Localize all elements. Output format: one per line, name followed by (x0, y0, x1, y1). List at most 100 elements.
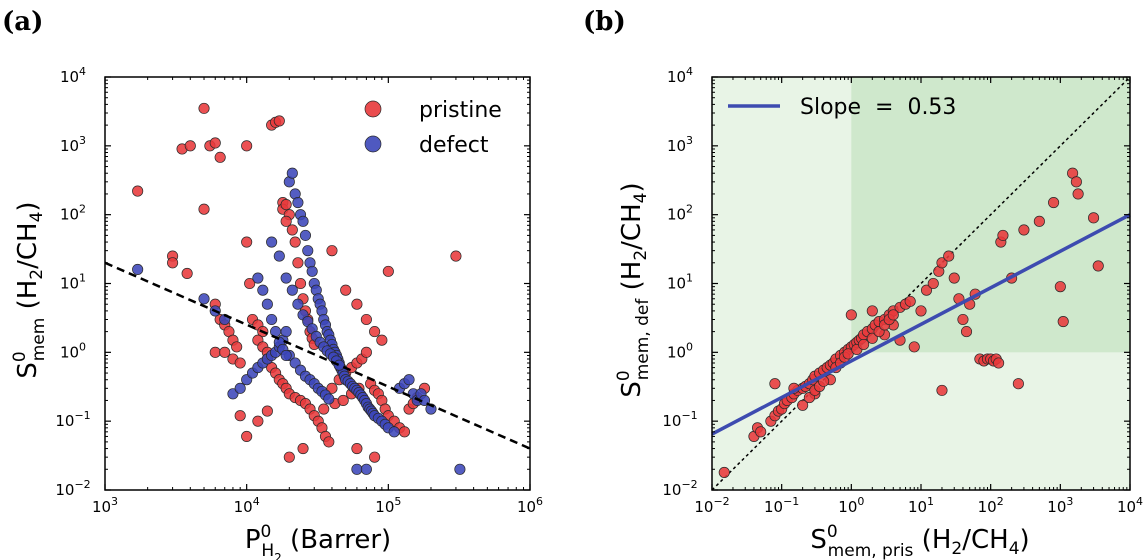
panel-b-legend-label: Slope = 0.53 (800, 95, 956, 120)
panel-b-point-series0 (842, 348, 854, 360)
panel-b-point-series0 (1033, 215, 1045, 227)
panel-b-point-series0 (1018, 224, 1030, 236)
panel-a-y-tick-label: 102 (60, 203, 86, 224)
panel-b-point-series0 (1092, 260, 1104, 272)
panel-a-point-pristine (241, 140, 253, 152)
panel-a-point-pristine (360, 313, 372, 326)
panel-b-point-series0 (915, 305, 927, 317)
panel-a-point-defect (286, 167, 298, 179)
panel-b-point-series0 (920, 284, 933, 296)
panel-a-point-defect (297, 215, 309, 227)
panel-a-point-pristine (241, 236, 253, 248)
panel-a-point-pristine (351, 443, 363, 455)
panel-a-legend: pristine defect (364, 98, 502, 158)
panel-a-legend-label-defect: defect (419, 133, 489, 158)
panel-a-point-pristine (209, 346, 221, 358)
panel-a-x-tick-label: 105 (375, 495, 401, 516)
panel-b-point-series0 (866, 332, 878, 344)
panel-a-point-defect (306, 265, 318, 277)
panel-a-point-pristine (198, 203, 210, 215)
panel-a-point-pristine (351, 298, 363, 310)
panel-b-point-series0 (797, 399, 809, 411)
panel-b-point-series0 (936, 257, 948, 269)
panel-a-x-axis-label: P0 H2 (Barrer) (245, 522, 391, 560)
panel-a-point-pristine (167, 257, 179, 269)
panel-b-point-series0 (957, 313, 969, 326)
panel-b-x-tick-label: 104 (1117, 495, 1143, 516)
panel-a-point-defect (299, 229, 312, 241)
panel-b-y-tick-label: 100 (667, 340, 693, 361)
panel-a-point-pristine (280, 199, 292, 211)
panel-a-point-pristine (382, 265, 394, 277)
panel-a-point-pristine (231, 341, 243, 353)
panel-a-y-tick-label: 10−2 (55, 478, 90, 499)
panel-a-point-pristine (318, 403, 330, 415)
panel-a-point-pristine (450, 250, 462, 262)
panel-b-point-series0 (927, 277, 939, 290)
panel-a-point-pristine (198, 102, 210, 114)
panel-a-point-defect (257, 284, 269, 296)
panel-a-point-defect (292, 298, 304, 310)
panel-b-y-tick-label: 10−2 (662, 478, 697, 499)
panel-b-plot: 10−2 10−1 100 101 102 103 104 10−2 10−1 100 101 102… (614, 65, 1143, 560)
panel-a-point-defect (302, 245, 314, 257)
panel-b-x-axis-label: S0 mem, pris (H2/CH4) (810, 522, 1029, 560)
panel-b-point-series0 (1072, 188, 1084, 200)
panel-b-point-series0 (960, 326, 973, 338)
panel-b-point-series0 (1088, 212, 1100, 224)
panel-a-point-pristine (326, 245, 338, 257)
panel-a-y-tick-label: 101 (60, 272, 86, 293)
panel-b-y-tick-label: 10−1 (662, 409, 697, 430)
panel-a-y-tick-label: 10−1 (55, 409, 90, 430)
panel-a-point-pristine (273, 115, 285, 127)
panel-b-y-tick-label: 102 (667, 203, 693, 224)
panel-a-point-pristine (376, 334, 388, 346)
panel-b-point-series0 (993, 357, 1005, 369)
panel-b-x-tick-label: 103 (1047, 495, 1073, 516)
panel-a-point-pristine (214, 151, 226, 163)
panel-a-point-defect (280, 326, 292, 338)
panel-a-point-defect (266, 236, 278, 248)
panel-a-y-axis-label: S0mem (H2/CH4) (10, 201, 49, 378)
panel-a-point-pristine (234, 357, 246, 369)
panel-b-point-series0 (1057, 316, 1069, 328)
panel-a-point-pristine (252, 415, 264, 427)
panel-b-point-series0 (997, 229, 1009, 241)
panel-b-point-series0 (904, 295, 916, 307)
panel-a-y-tick-label: 100 (60, 340, 86, 361)
panel-a-point-defect (252, 272, 264, 284)
panel-a-point-pristine (289, 236, 301, 248)
panel-a-tag: (a) (2, 7, 43, 37)
panel-a-point-defect (351, 463, 363, 475)
panel-b-point-series0 (948, 272, 960, 284)
panel-a-point-defect (333, 359, 345, 371)
panel-b-parity-line (711, 76, 1131, 491)
panel-b-fit-line (711, 213, 1131, 436)
panel-b-x-tick-label: 10−2 (694, 495, 729, 516)
panel-b-tag: (b) (583, 7, 626, 37)
panel-a-point-pristine (369, 451, 381, 463)
panel-b-point-series0 (755, 426, 767, 438)
panel-b-x-tick-label: 100 (838, 495, 864, 516)
panel-a-point-defect (132, 263, 144, 275)
panel-b-legend: Slope = 0.53 (728, 95, 956, 120)
panel-a-plot: 103 104 105 106 10−2 10−1 100 101 102 103 104 P0 H2 … (10, 65, 543, 560)
panel-b-y-tick-label: 104 (667, 65, 693, 86)
panel-a-point-pristine (286, 224, 298, 236)
panel-a-point-defect (273, 250, 285, 262)
panel-b-point-series0 (908, 341, 920, 353)
panel-b-y-axis-label: S0mem, def (H2/CH4) (614, 182, 653, 397)
panel-a-point-pristine (398, 426, 411, 438)
panel-b-point-series0 (1012, 378, 1024, 390)
panel-a-point-pristine (241, 430, 253, 442)
panel-a-point-defect (454, 463, 466, 475)
panel-a-point-pristine (369, 326, 381, 338)
panel-a-point-defect (286, 284, 298, 296)
panel-a-point-pristine (294, 277, 307, 290)
panel-a-point-defect (270, 326, 282, 338)
panel-a-point-pristine (297, 443, 309, 455)
panel-a-point-defect (280, 349, 292, 362)
panel-b-point-series0 (718, 466, 730, 478)
panel-a-point-defect (198, 293, 210, 305)
